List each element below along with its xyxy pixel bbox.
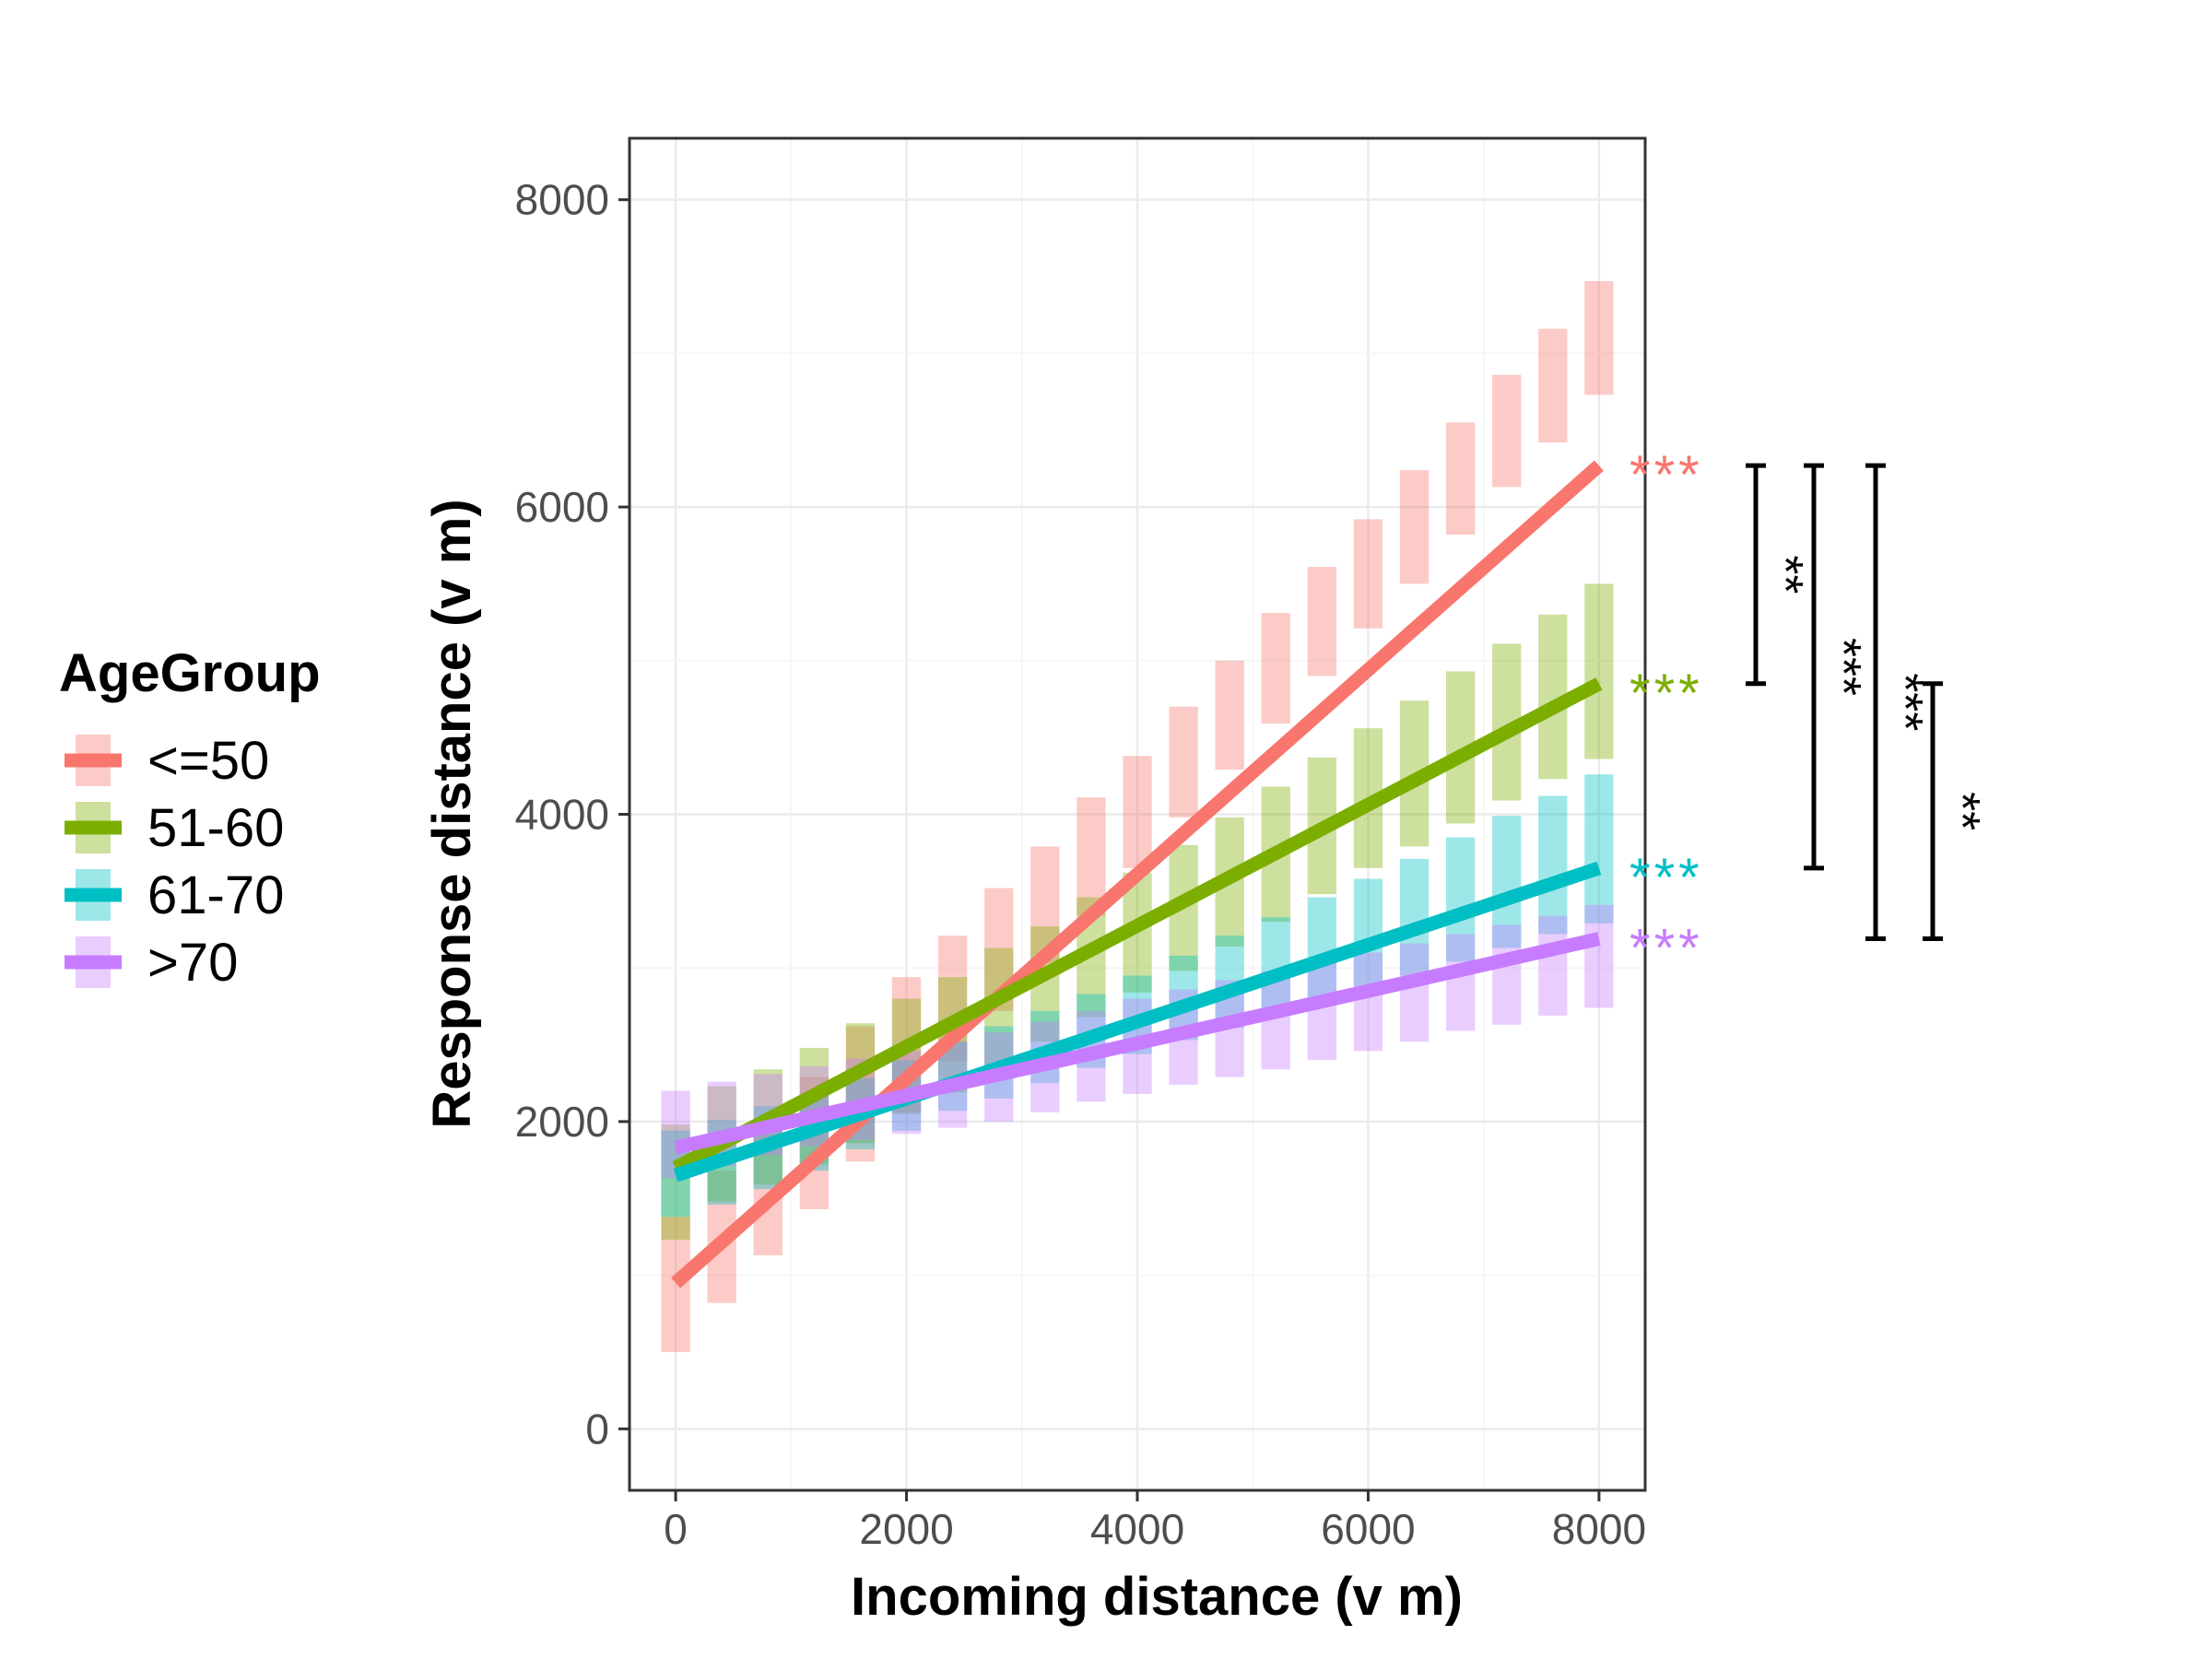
bracket-label: ** bbox=[1935, 792, 1990, 830]
legend-items: <=50 51-60 61-70 >70 bbox=[65, 731, 284, 993]
band-rect bbox=[1169, 706, 1198, 818]
fit-lines bbox=[671, 460, 1604, 1288]
x-tick-label: 2000 bbox=[859, 1505, 953, 1553]
band-rect bbox=[1492, 924, 1522, 1025]
band-rect bbox=[1307, 897, 1337, 1002]
comparison-brackets: ********** bbox=[1746, 463, 1990, 942]
axis-ticks: 0 2000 4000 6000 8000 0 2000 4000 6000 8000 bbox=[515, 176, 1646, 1553]
fit-line->70 bbox=[674, 932, 1601, 1155]
x-tick-label: 6000 bbox=[1321, 1505, 1415, 1553]
band-rect bbox=[1584, 774, 1614, 924]
y-axis-title: Response distance (v m) bbox=[422, 499, 482, 1128]
legend-title: AgeGroup bbox=[59, 643, 321, 703]
bracket-label: ** bbox=[1758, 555, 1813, 594]
legend: AgeGroup <=50 51-60 61-70 >70 bbox=[59, 643, 321, 993]
comparison-bracket: ** bbox=[1923, 681, 1990, 942]
comparison-bracket: *** bbox=[1865, 463, 1933, 942]
band-rect bbox=[1538, 328, 1568, 443]
band-rect bbox=[1399, 943, 1430, 1042]
band-rect bbox=[1399, 470, 1430, 584]
band-rect bbox=[1261, 613, 1290, 724]
legend-item-61-70: 61-70 bbox=[65, 865, 284, 925]
bracket-label: *** bbox=[1816, 638, 1871, 696]
band-rect bbox=[1353, 878, 1383, 990]
band-rect bbox=[1215, 660, 1244, 771]
significance-label: *** bbox=[1630, 919, 1703, 979]
band-rect bbox=[1492, 816, 1522, 948]
legend-label: 61-70 bbox=[147, 865, 284, 925]
legend-label: >70 bbox=[147, 933, 238, 993]
y-tick-label: 4000 bbox=[515, 791, 609, 839]
comparison-bracket: *** bbox=[1804, 463, 1871, 871]
legend-label: 51-60 bbox=[147, 798, 284, 858]
fit-line-61-70 bbox=[673, 861, 1602, 1182]
band-rect bbox=[845, 1026, 876, 1162]
band-rect bbox=[1584, 281, 1614, 395]
band-rect bbox=[1123, 756, 1152, 868]
significance-label: *** bbox=[1630, 664, 1703, 724]
band-rect bbox=[1445, 422, 1476, 535]
band-rect bbox=[1445, 837, 1476, 962]
band-rect bbox=[1399, 858, 1430, 976]
x-tick-label: 4000 bbox=[1090, 1505, 1184, 1553]
y-tick-label: 8000 bbox=[515, 176, 609, 224]
y-tick-label: 6000 bbox=[515, 483, 609, 531]
band-rect bbox=[1538, 915, 1568, 1016]
band-rect bbox=[1307, 961, 1337, 1061]
significance-label: *** bbox=[1630, 848, 1703, 908]
x-tick-label: 0 bbox=[664, 1505, 688, 1553]
fit-line-<=50 bbox=[671, 460, 1604, 1288]
legend-label: <=50 bbox=[147, 731, 269, 791]
band-rect bbox=[1077, 797, 1106, 916]
band-rect bbox=[1307, 567, 1337, 677]
band-rect bbox=[1353, 952, 1383, 1052]
band-rect bbox=[1538, 795, 1568, 935]
band-rect bbox=[1445, 934, 1476, 1031]
grid bbox=[629, 138, 1645, 1490]
legend-item->70: >70 bbox=[65, 933, 238, 993]
comparison-bracket: ** bbox=[1746, 463, 1813, 687]
x-tick-label: 8000 bbox=[1552, 1505, 1646, 1553]
y-tick-label: 2000 bbox=[515, 1098, 609, 1146]
legend-item-<=50: <=50 bbox=[65, 731, 269, 791]
legend-item-51-60: 51-60 bbox=[65, 798, 284, 858]
fit-line-51-60 bbox=[672, 677, 1603, 1174]
band-rect bbox=[1353, 519, 1383, 629]
significance-labels: *** *** *** *** bbox=[1630, 445, 1703, 979]
band-rect bbox=[1584, 583, 1614, 759]
band-rect bbox=[1584, 904, 1614, 1008]
y-tick-label: 0 bbox=[585, 1405, 609, 1453]
significance-label: *** bbox=[1630, 445, 1703, 505]
band-rect bbox=[1492, 374, 1522, 488]
x-axis-title: Incoming distance (v m) bbox=[851, 1567, 1463, 1627]
band-rect bbox=[661, 1217, 690, 1352]
